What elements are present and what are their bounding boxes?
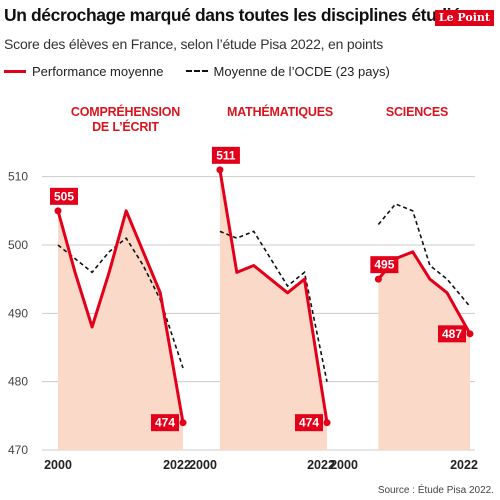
value-label: 495 <box>374 258 394 272</box>
y-tick-label: 480 <box>8 375 28 389</box>
y-tick-label: 500 <box>8 238 28 252</box>
value-label-box <box>438 325 466 343</box>
value-label: 505 <box>54 189 74 203</box>
x-tick-label: 2000 <box>189 458 217 472</box>
legend: Performance moyenne Moyenne de l’OCDE (2… <box>4 63 390 79</box>
x-tick-label: 2022 <box>163 458 191 472</box>
x-tick-label: 2022 <box>450 458 478 472</box>
chart-subtitle: Score des élèves en France, selon l’étud… <box>4 36 384 52</box>
brand-logo: Le Point <box>434 10 494 26</box>
panel-2: 511 474 MATHÉMATIQUES 2000 2022 <box>189 104 335 472</box>
france-point <box>54 207 62 215</box>
value-label-box <box>50 187 78 205</box>
oecd-line <box>377 203 471 308</box>
x-tick-label: 2000 <box>330 458 358 472</box>
value-label: 487 <box>442 327 462 341</box>
y-tick-label: 470 <box>8 443 28 457</box>
france-area <box>219 169 327 451</box>
value-label: 474 <box>155 416 175 430</box>
panel-title: DE L’ÉCRIT <box>92 119 159 134</box>
legend-france-swatch <box>4 69 26 73</box>
value-label-box <box>370 256 399 274</box>
france-area <box>378 251 470 450</box>
value-label-box <box>211 146 240 164</box>
france-point <box>466 330 474 338</box>
y-tick-label: 490 <box>8 306 28 320</box>
oecd-line <box>219 230 328 382</box>
value-label: 511 <box>216 148 236 162</box>
x-tick-label: 2022 <box>307 458 335 472</box>
source-note: Source : Étude Pisa 2022. <box>377 485 494 496</box>
legend-france-label: Performance moyenne <box>32 63 164 79</box>
france-point <box>179 419 187 427</box>
oecd-line <box>57 236 184 369</box>
panel-3: 495 487 SCIENCES 2000 2022 <box>330 105 478 472</box>
legend-oecd-swatch <box>185 70 208 72</box>
france-line <box>56 209 185 423</box>
france-point <box>216 166 224 174</box>
x-tick-label: 2000 <box>44 458 72 472</box>
panel-title: SCIENCES <box>386 105 448 119</box>
value-label-box <box>295 414 323 432</box>
france-point <box>323 419 331 427</box>
y-tick-label: 510 <box>8 170 28 184</box>
value-label: 474 <box>299 416 319 430</box>
legend-oecd-label: Moyenne de l’OCDE (23 pays) <box>213 63 390 79</box>
france-line <box>218 169 329 423</box>
chart-title: Un décrochage marqué dans toutes les dis… <box>4 5 480 25</box>
value-label-box <box>151 414 179 432</box>
france-area <box>58 210 183 450</box>
france-point <box>374 275 382 283</box>
panel-title: MATHÉMATIQUES <box>227 104 333 119</box>
panel-title: COMPRÉHENSION <box>71 104 180 119</box>
